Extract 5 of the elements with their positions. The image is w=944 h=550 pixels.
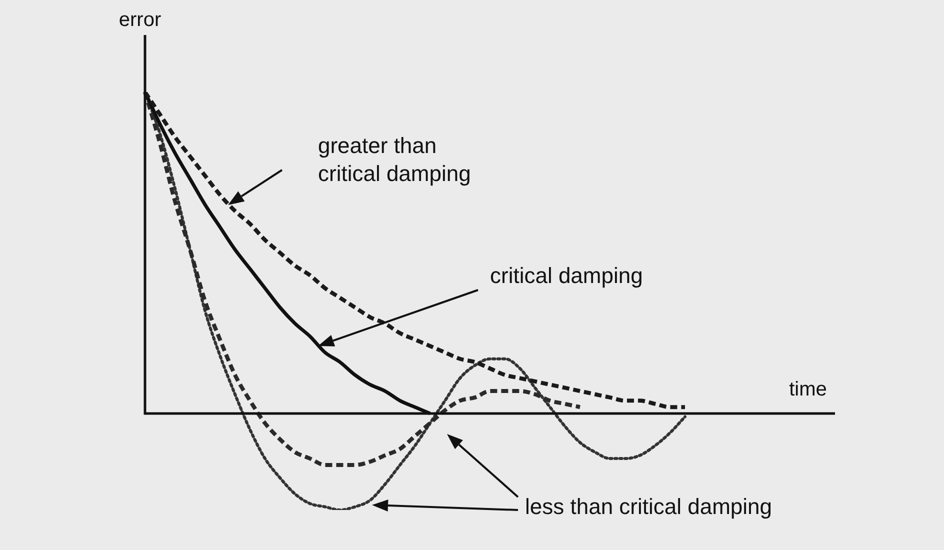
annotation: less than critical damping [525,493,774,521]
annotation: greater than critical damping [318,132,472,188]
y-axis-title: error [118,9,162,31]
x-axis-title: time [789,378,827,401]
annotation: critical damping [490,262,644,290]
